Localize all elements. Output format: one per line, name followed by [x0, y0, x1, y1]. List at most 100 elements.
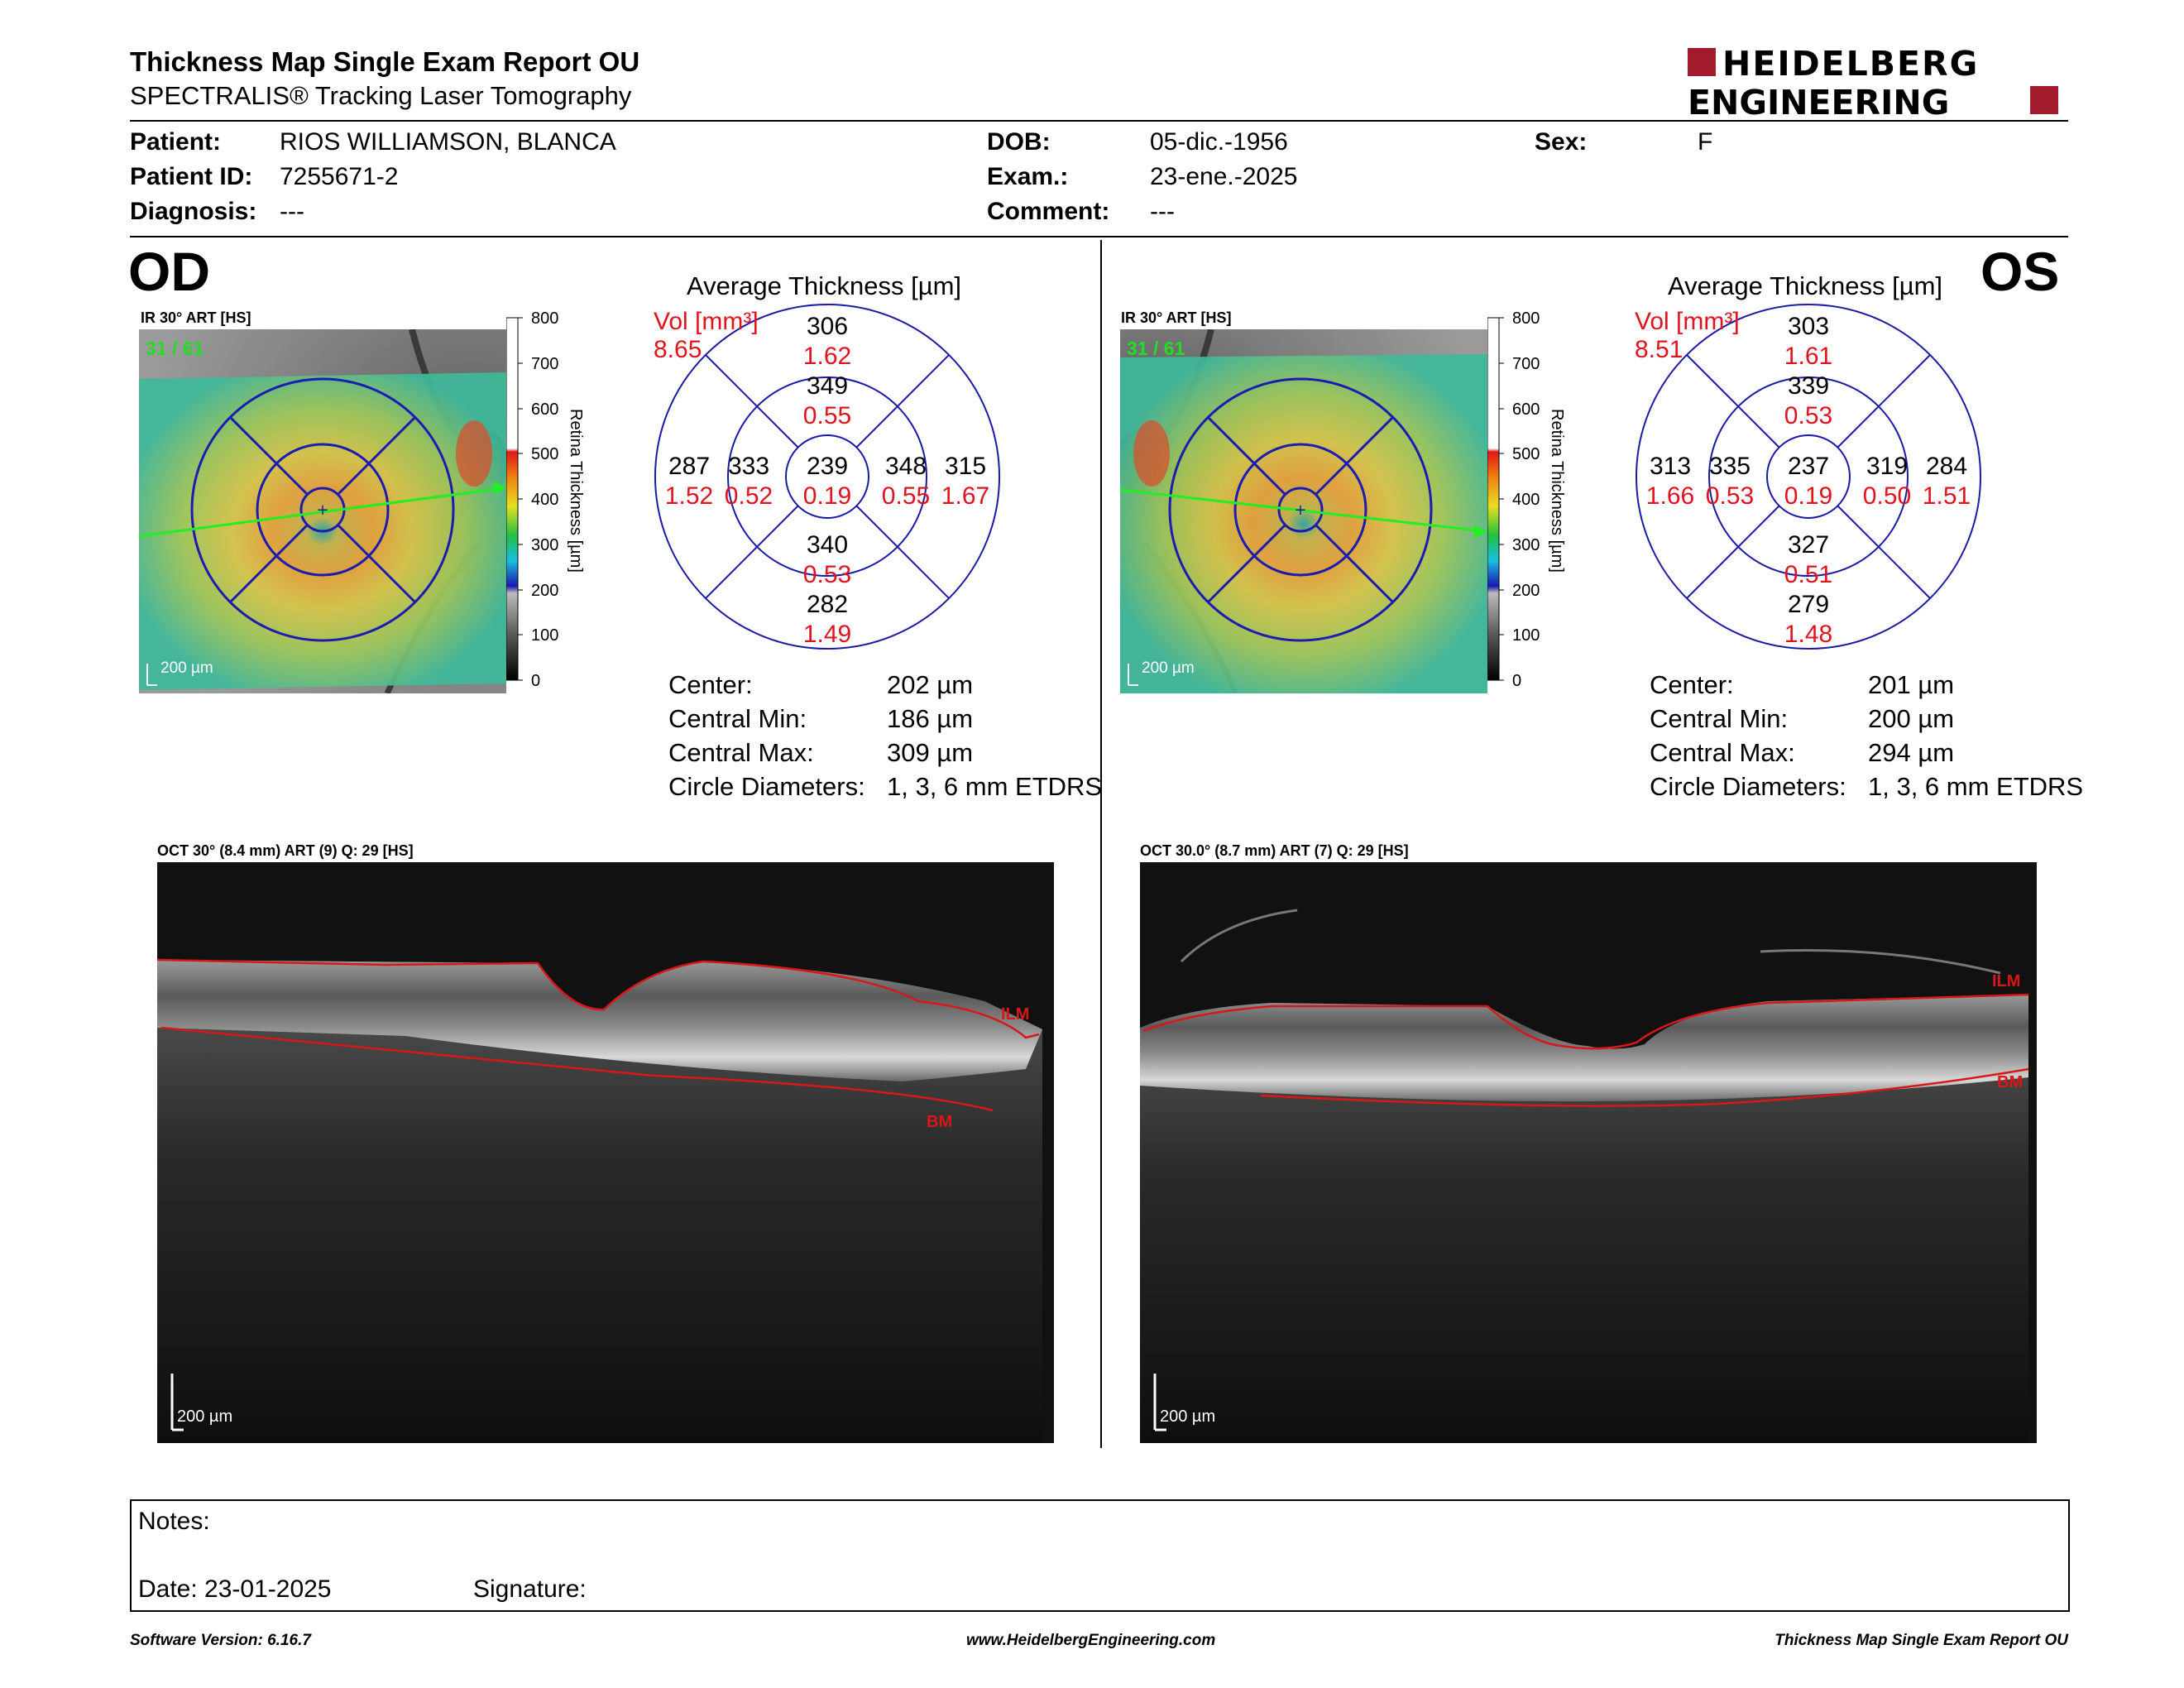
os-thickness-map: + 31 / 61 200 µm	[1115, 328, 1487, 695]
os-stat-value: 294 µm	[1868, 738, 1955, 767]
od-avg-title: Average Thickness [µm]	[687, 271, 962, 300]
patient-id: 7255671-2	[280, 163, 399, 190]
os-outer-right: 284	[1926, 453, 1967, 480]
od-stat-label: Central Min:	[668, 704, 807, 733]
os-cbar-tick: 600	[1512, 400, 1540, 419]
os-stat-value: 201 µm	[1868, 670, 1955, 699]
os-inner-right-vol: 0.50	[1863, 482, 1911, 510]
os-scale-label: 200 µm	[1142, 659, 1195, 677]
od-outer-right: 315	[945, 453, 986, 480]
logo-line2: ENGINEERING	[1688, 83, 1949, 119]
patient-name: RIOS WILLIAMSON, BLANCA	[280, 128, 616, 156]
od-oct-caption: OCT 30° (8.4 mm) ART (9) Q: 29 [HS]	[157, 842, 414, 859]
notes-label: Notes:	[138, 1508, 210, 1535]
patient-id-label: Patient ID:	[130, 163, 253, 190]
os-bm-label: BM	[1997, 1073, 2023, 1091]
os-inner-sup: 339	[1788, 372, 1829, 400]
od-vol-label: Vol [mm³]	[654, 308, 759, 335]
od-stat-label: Central Max:	[668, 738, 814, 767]
od-inner-sup: 349	[807, 372, 848, 400]
os-cbar-tick: 0	[1512, 672, 1521, 690]
od-inner-sup-vol: 0.55	[803, 402, 851, 429]
od-outer-inf-vol: 1.49	[803, 621, 851, 648]
os-oct-scale: 200 µm	[1160, 1407, 1215, 1426]
od-vol-value: 8.65	[654, 336, 702, 363]
logo-line1: HEIDELBERG	[1722, 45, 1979, 84]
os-stat-label: Central Min:	[1650, 704, 1789, 733]
od-inner-left-vol: 0.52	[725, 482, 773, 510]
os-inner-left-vol: 0.53	[1706, 482, 1754, 510]
od-cbar-tick: 400	[531, 491, 558, 509]
od-etdrs-grid: 306 1.62 349 0.55 287 1.52 333 0.52 239 …	[654, 303, 1001, 650]
os-eye-label: OS	[1980, 241, 2060, 302]
os-stat-label: Central Max:	[1650, 738, 1795, 767]
os-ir-caption: IR 30° ART [HS]	[1121, 309, 1232, 326]
od-inner-left: 333	[728, 453, 769, 480]
os-cbar-tick: 100	[1512, 626, 1540, 645]
od-cbar-tick: 600	[531, 400, 558, 419]
date-label: Date: 23-01-2025	[138, 1575, 332, 1603]
od-stat-value: 202 µm	[887, 670, 974, 699]
svg-text:+: +	[316, 501, 328, 519]
os-frame-count: 31 / 61	[1127, 338, 1185, 359]
report-subtitle: SPECTRALIS® Tracking Laser Tomography	[130, 81, 632, 110]
comment-value: ---	[1150, 198, 1175, 225]
od-oct-scale: 200 µm	[177, 1407, 232, 1426]
sex-label: Sex:	[1535, 128, 1588, 156]
dob-value: 05-dic.-1956	[1150, 128, 1288, 156]
comment-label: Comment:	[987, 198, 1110, 225]
os-cbar-tick: 500	[1512, 445, 1540, 463]
od-cbar-title: Retina Thickness [µm]	[567, 409, 585, 573]
os-oct-bscan: ILM BM 200 µm	[1140, 862, 2037, 1443]
os-etdrs-grid: 303 1.61 339 0.53 313 1.66 335 0.53 237 …	[1635, 303, 1982, 650]
os-stat-label: Circle Diameters:	[1650, 772, 1846, 801]
os-colorbar: 800 700 600 500 400 300 200 100 0 Retina…	[1487, 309, 1578, 692]
os-cbar-tick: 400	[1512, 491, 1540, 509]
od-outer-inf: 282	[807, 591, 848, 618]
od-cbar-tick: 500	[531, 445, 558, 463]
os-outer-left: 313	[1650, 453, 1691, 480]
od-inner-inf-vol: 0.53	[803, 561, 851, 588]
os-avg-title: Average Thickness [µm]	[1668, 271, 1943, 300]
footer-report-name: Thickness Map Single Exam Report OU	[1774, 1632, 2068, 1649]
software-version: Software Version: 6.16.7	[130, 1632, 311, 1649]
od-ir-caption: IR 30° ART [HS]	[141, 309, 251, 326]
os-outer-inf-vol: 1.48	[1784, 621, 1832, 648]
eye-divider	[1100, 240, 1102, 1448]
os-cbar-tick: 200	[1512, 582, 1540, 600]
od-cbar-tick: 700	[531, 355, 558, 373]
diagnosis-value: ---	[280, 198, 304, 225]
od-outer-right-vol: 1.67	[941, 482, 989, 510]
os-cbar-tick: 700	[1512, 355, 1540, 373]
exam-label: Exam.:	[987, 163, 1069, 190]
notes-box[interactable]: Notes: Date: 23-01-2025 Signature:	[130, 1499, 2070, 1612]
od-cbar-tick: 800	[531, 311, 558, 328]
sex-value: F	[1698, 128, 1713, 156]
od-outer-left: 287	[668, 453, 710, 480]
od-outer-sup: 306	[807, 313, 848, 340]
os-outer-right-vol: 1.51	[1923, 482, 1971, 510]
os-inner-inf-vol: 0.51	[1784, 561, 1832, 588]
od-cbar-tick: 0	[531, 672, 540, 690]
heidelberg-logo: HEIDELBERG ENGINEERING	[1688, 44, 2068, 122]
os-center: 237	[1788, 453, 1829, 480]
od-ilm-label: ILM	[1001, 1005, 1029, 1024]
od-scale-label: 200 µm	[160, 659, 213, 677]
signature-label: Signature:	[473, 1575, 587, 1603]
od-inner-right-vol: 0.55	[882, 482, 930, 510]
od-stat-label: Center:	[668, 670, 753, 699]
diagnosis-label: Diagnosis:	[130, 198, 257, 225]
od-cbar-tick: 200	[531, 582, 558, 600]
report-title: Thickness Map Single Exam Report OU	[130, 46, 640, 77]
os-oct-caption: OCT 30.0° (8.7 mm) ART (7) Q: 29 [HS]	[1140, 842, 1409, 859]
dob-label: DOB:	[987, 128, 1051, 156]
os-outer-left-vol: 1.66	[1646, 482, 1694, 510]
od-center: 239	[807, 453, 848, 480]
os-inner-sup-vol: 0.53	[1784, 402, 1832, 429]
od-stat-value: 309 µm	[887, 738, 974, 767]
os-vol-value: 8.51	[1635, 336, 1684, 363]
os-outer-inf: 279	[1788, 591, 1829, 618]
od-eye-label: OD	[128, 241, 210, 302]
os-inner-inf: 327	[1788, 531, 1829, 559]
website-link[interactable]: www.HeidelbergEngineering.com	[966, 1632, 1216, 1649]
